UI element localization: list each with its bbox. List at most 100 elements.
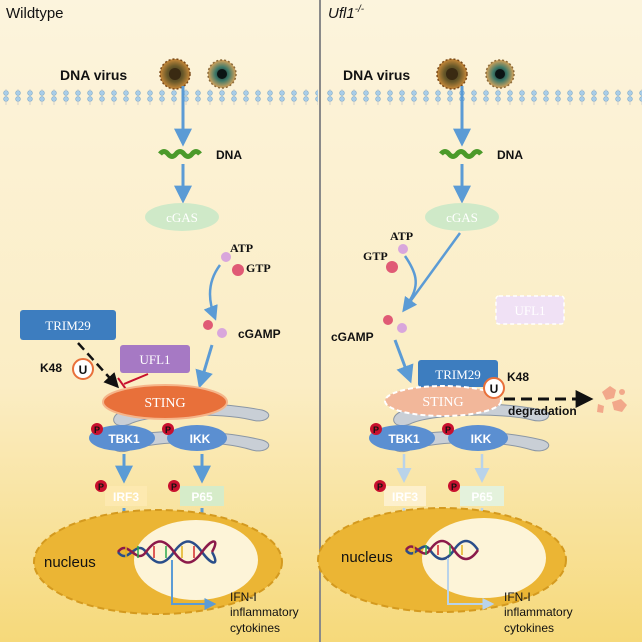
dna-label: DNA — [216, 148, 242, 162]
p65-label: P65 — [471, 490, 493, 504]
cgamp-molecule — [217, 328, 227, 338]
gtp-molecule — [386, 261, 398, 273]
phospho-icon — [374, 480, 386, 492]
trim29-box — [20, 310, 116, 340]
dna-icon — [439, 149, 483, 159]
atp-label: ATP — [390, 229, 413, 243]
chromatin-icon — [116, 540, 217, 564]
virus-icon — [159, 58, 191, 90]
phospho-icon — [448, 480, 460, 492]
ikk-node — [167, 425, 227, 451]
arrow-output — [447, 558, 495, 610]
panel-title-ufl1: Ufl1-/- — [328, 4, 365, 22]
phospho-label: P — [98, 482, 104, 492]
arrow-cgamp-to-sting — [393, 339, 414, 384]
arrow-cgamp-to-sting — [195, 344, 214, 389]
phospho-label: P — [377, 482, 383, 492]
wildtype-panel: Wildtype DNA virus DNA cGAS ATP GTP — [0, 5, 318, 635]
ufl1-knockout-panel: Ufl1-/- DNA virus DNA cGAS ATP GTP cGAMP — [317, 4, 642, 635]
irf3-box — [105, 486, 147, 506]
phospho-icon — [168, 480, 180, 492]
output-label-line3: cytokines — [230, 621, 280, 635]
virus-icon — [207, 59, 237, 89]
panel-title-wildtype: Wildtype — [6, 5, 64, 22]
phospho-label: P — [94, 425, 100, 435]
cgas-node — [425, 203, 499, 231]
sting-node — [102, 384, 228, 420]
p65-box — [180, 486, 224, 506]
trim29-to-sting-arrow — [77, 342, 120, 389]
cgamp-molecule — [383, 315, 393, 325]
nucleolus — [422, 518, 546, 598]
gtp-label: GTP — [246, 261, 271, 275]
dna-label: DNA — [497, 148, 523, 162]
output-label-line3: cytokines — [504, 621, 554, 635]
cell-membrane — [321, 89, 642, 105]
irf3-label: IRF3 — [113, 490, 139, 504]
phospho-label: P — [165, 425, 171, 435]
output-label-line1: IFN-I — [230, 590, 257, 604]
phospho-label: P — [373, 425, 379, 435]
k48-label: K48 — [507, 370, 529, 384]
ufl1-label: UFL1 — [139, 352, 170, 367]
dna-icon — [158, 149, 202, 159]
cgamp-label: cGAMP — [238, 327, 281, 341]
atp-molecule — [398, 244, 408, 254]
sting-label: STING — [144, 396, 185, 411]
p65-box — [460, 486, 504, 506]
ubiquitin-icon — [483, 377, 505, 399]
dna-virus-label: DNA virus — [343, 67, 410, 83]
virus-icon — [485, 59, 515, 89]
ubiquitin-icon — [72, 358, 94, 380]
sting-label: STING — [422, 395, 463, 410]
phospho-label: P — [171, 482, 177, 492]
ubiquitin-label: U — [490, 382, 499, 396]
output-label-line2: inflammatory — [504, 605, 573, 619]
arrow-to-cgamp — [203, 264, 222, 321]
degradation-label: degradation — [508, 404, 577, 418]
panel-title-ufl1-main: Ufl1 — [328, 5, 355, 22]
phospho-icon — [442, 423, 454, 435]
p65-label: P65 — [191, 490, 213, 504]
irf3-label: IRF3 — [392, 490, 418, 504]
cgas-label: cGAS — [446, 210, 478, 225]
atp-label: ATP — [230, 241, 253, 255]
trim29-label: TRIM29 — [435, 367, 481, 382]
ikk-node — [448, 425, 508, 451]
virus-icon — [436, 58, 468, 90]
phospho-icon — [91, 423, 103, 435]
phospho-label: P — [445, 425, 451, 435]
ufl1-label: UFL1 — [514, 303, 545, 318]
cgamp-molecule — [203, 320, 213, 330]
phospho-icon — [162, 423, 174, 435]
nucleus-label: nucleus — [341, 549, 393, 566]
trim29-label: TRIM29 — [45, 318, 91, 333]
ikk-label: IKK — [190, 432, 211, 446]
panel-divider — [319, 0, 321, 642]
phospho-icon — [95, 480, 107, 492]
cell-membrane — [0, 89, 318, 105]
ufl1-box — [120, 345, 190, 373]
cgamp-label: cGAMP — [331, 330, 374, 344]
irf3-box — [384, 486, 426, 506]
chromatin-icon — [404, 539, 480, 561]
cgas-label: cGAS — [166, 210, 198, 225]
degraded-fragments-icon — [597, 386, 627, 413]
tbk1-label: TBK1 — [108, 432, 140, 446]
ikk-label: IKK — [471, 432, 492, 446]
cgas-node — [145, 203, 219, 231]
ubiquitin-label: U — [79, 363, 88, 377]
trim29-box — [418, 360, 498, 387]
tbk1-node — [89, 425, 155, 451]
cgamp-molecule — [397, 323, 407, 333]
phospho-icon — [370, 423, 382, 435]
output-label-line2: inflammatory — [230, 605, 299, 619]
dna-virus-label: DNA virus — [60, 67, 127, 83]
gtp-label: GTP — [363, 249, 388, 263]
atp-molecule — [221, 252, 231, 262]
arrow-output — [171, 560, 217, 610]
gtp-molecule — [232, 264, 244, 276]
output-label-line1: IFN-I — [504, 590, 531, 604]
